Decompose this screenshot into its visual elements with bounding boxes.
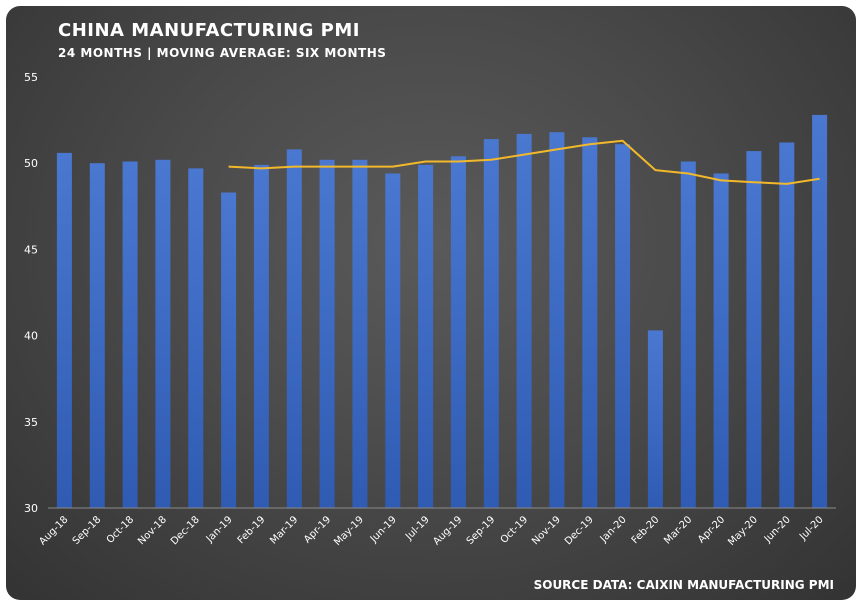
bar <box>615 144 631 508</box>
y-tick-label: 30 <box>24 502 38 515</box>
bar <box>680 161 696 508</box>
bar <box>221 192 237 508</box>
x-tick-label: Feb-19 <box>236 514 268 546</box>
bar <box>713 173 729 508</box>
x-tick-label: Jan-19 <box>204 514 235 545</box>
x-tick-label: Sep-18 <box>71 514 104 547</box>
x-tick-label: Nov-19 <box>530 514 563 547</box>
bar <box>56 152 72 508</box>
bar <box>647 330 663 508</box>
bar <box>155 159 171 509</box>
x-tick-label: Aug-19 <box>431 514 464 547</box>
x-tick-label: Jul-20 <box>797 514 826 543</box>
x-tick-label: May-20 <box>726 514 760 548</box>
source-note: SOURCE DATA: CAIXIN MANUFACTURING PMI <box>533 578 834 592</box>
chart-title: CHINA MANUFACTURING PMI <box>58 20 360 41</box>
x-tick-label: Oct-19 <box>499 514 531 546</box>
y-tick-label: 35 <box>24 416 38 429</box>
x-tick-label: Oct-18 <box>105 514 137 546</box>
bar <box>812 114 828 509</box>
bar <box>286 149 302 508</box>
y-tick-label: 50 <box>24 157 38 170</box>
x-tick-label: Apr-20 <box>696 514 727 545</box>
x-tick-label: Jan-20 <box>598 514 629 545</box>
x-tick-label: Nov-18 <box>136 514 169 547</box>
x-tick-label: May-19 <box>332 514 366 548</box>
bar <box>122 161 138 508</box>
x-tick-label: Feb-20 <box>630 514 662 546</box>
bar <box>549 132 565 508</box>
x-tick-label: Mar-19 <box>268 514 300 546</box>
bar <box>418 164 434 508</box>
bar <box>319 159 335 509</box>
y-tick-label: 55 <box>24 71 38 84</box>
x-tick-label: Apr-19 <box>302 514 333 545</box>
x-tick-label: Dec-19 <box>563 514 596 547</box>
x-tick-label: Jun-19 <box>368 514 399 545</box>
chart-subtitle: 24 MONTHS | MOVING AVERAGE: SIX MONTHS <box>58 46 387 60</box>
bar <box>253 164 269 508</box>
bar <box>516 133 532 508</box>
x-tick-label: Jun-20 <box>762 514 793 545</box>
bar <box>746 151 762 508</box>
bar <box>582 137 598 509</box>
y-tick-label: 45 <box>24 243 38 256</box>
bar <box>385 173 401 508</box>
bar-series <box>48 114 836 509</box>
x-tick-label: Aug-18 <box>37 514 70 547</box>
bar <box>483 139 499 508</box>
bar <box>352 159 368 509</box>
bar <box>779 142 795 508</box>
x-tick-label: Sep-19 <box>465 514 498 547</box>
bar <box>450 156 466 509</box>
x-axis: Aug-18 Sep-18 Oct-18 Nov-18 Dec-18 Jan-19 Feb-… <box>37 514 825 548</box>
x-tick-label: Mar-20 <box>662 514 694 546</box>
moving-average-series <box>228 139 820 185</box>
moving-average-line <box>228 139 820 185</box>
y-axis: 30 35 40 45 50 55 <box>24 71 38 515</box>
x-tick-label: Jul-19 <box>403 514 432 543</box>
bar <box>89 163 105 508</box>
bar <box>188 168 204 508</box>
x-tick-label: Dec-18 <box>169 514 202 547</box>
y-tick-label: 40 <box>24 330 38 343</box>
